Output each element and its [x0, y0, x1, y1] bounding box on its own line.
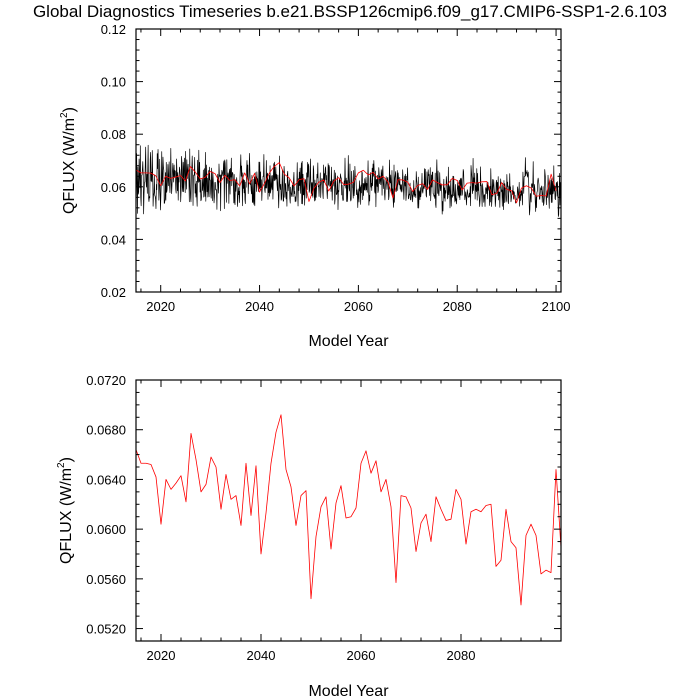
top-x-tick-label: 2080	[443, 299, 472, 314]
top-x-tick-label: 2040	[245, 299, 274, 314]
top-y-tick-label: 0.10	[101, 75, 126, 90]
top-y-tick-label: 0.06	[101, 180, 126, 195]
top-plot-border	[135, 28, 562, 293]
top-plot-labels: 2020 2040 2060 2080 2100 0.02 0.04 0.06 0.08 0.10…	[59, 22, 571, 350]
top-plot-lines	[136, 144, 561, 217]
top-plot-frame	[135, 28, 562, 293]
top-x-axis-label: Model Year	[308, 333, 389, 350]
top-x-tick-label: 2100	[542, 299, 571, 314]
top-y-tick-label: 0.08	[101, 127, 126, 142]
top-y-tick-label: 0.12	[101, 22, 126, 37]
top-x-tick-label: 2020	[146, 299, 175, 314]
top-plot-ticks	[136, 28, 561, 293]
top-y-tick-label: 0.04	[101, 232, 126, 247]
top-annual-series-line	[136, 162, 557, 204]
top-x-tick-label: 2060	[344, 299, 373, 314]
top-y-tick-label: 0.02	[101, 285, 126, 300]
top-y-axis-label: QFLUX (W/m2)	[59, 107, 78, 214]
top-monthly-series-line	[136, 144, 561, 217]
chart-title: Global Diagnostics Timeseries b.e21.BSSP…	[32, 2, 668, 21]
